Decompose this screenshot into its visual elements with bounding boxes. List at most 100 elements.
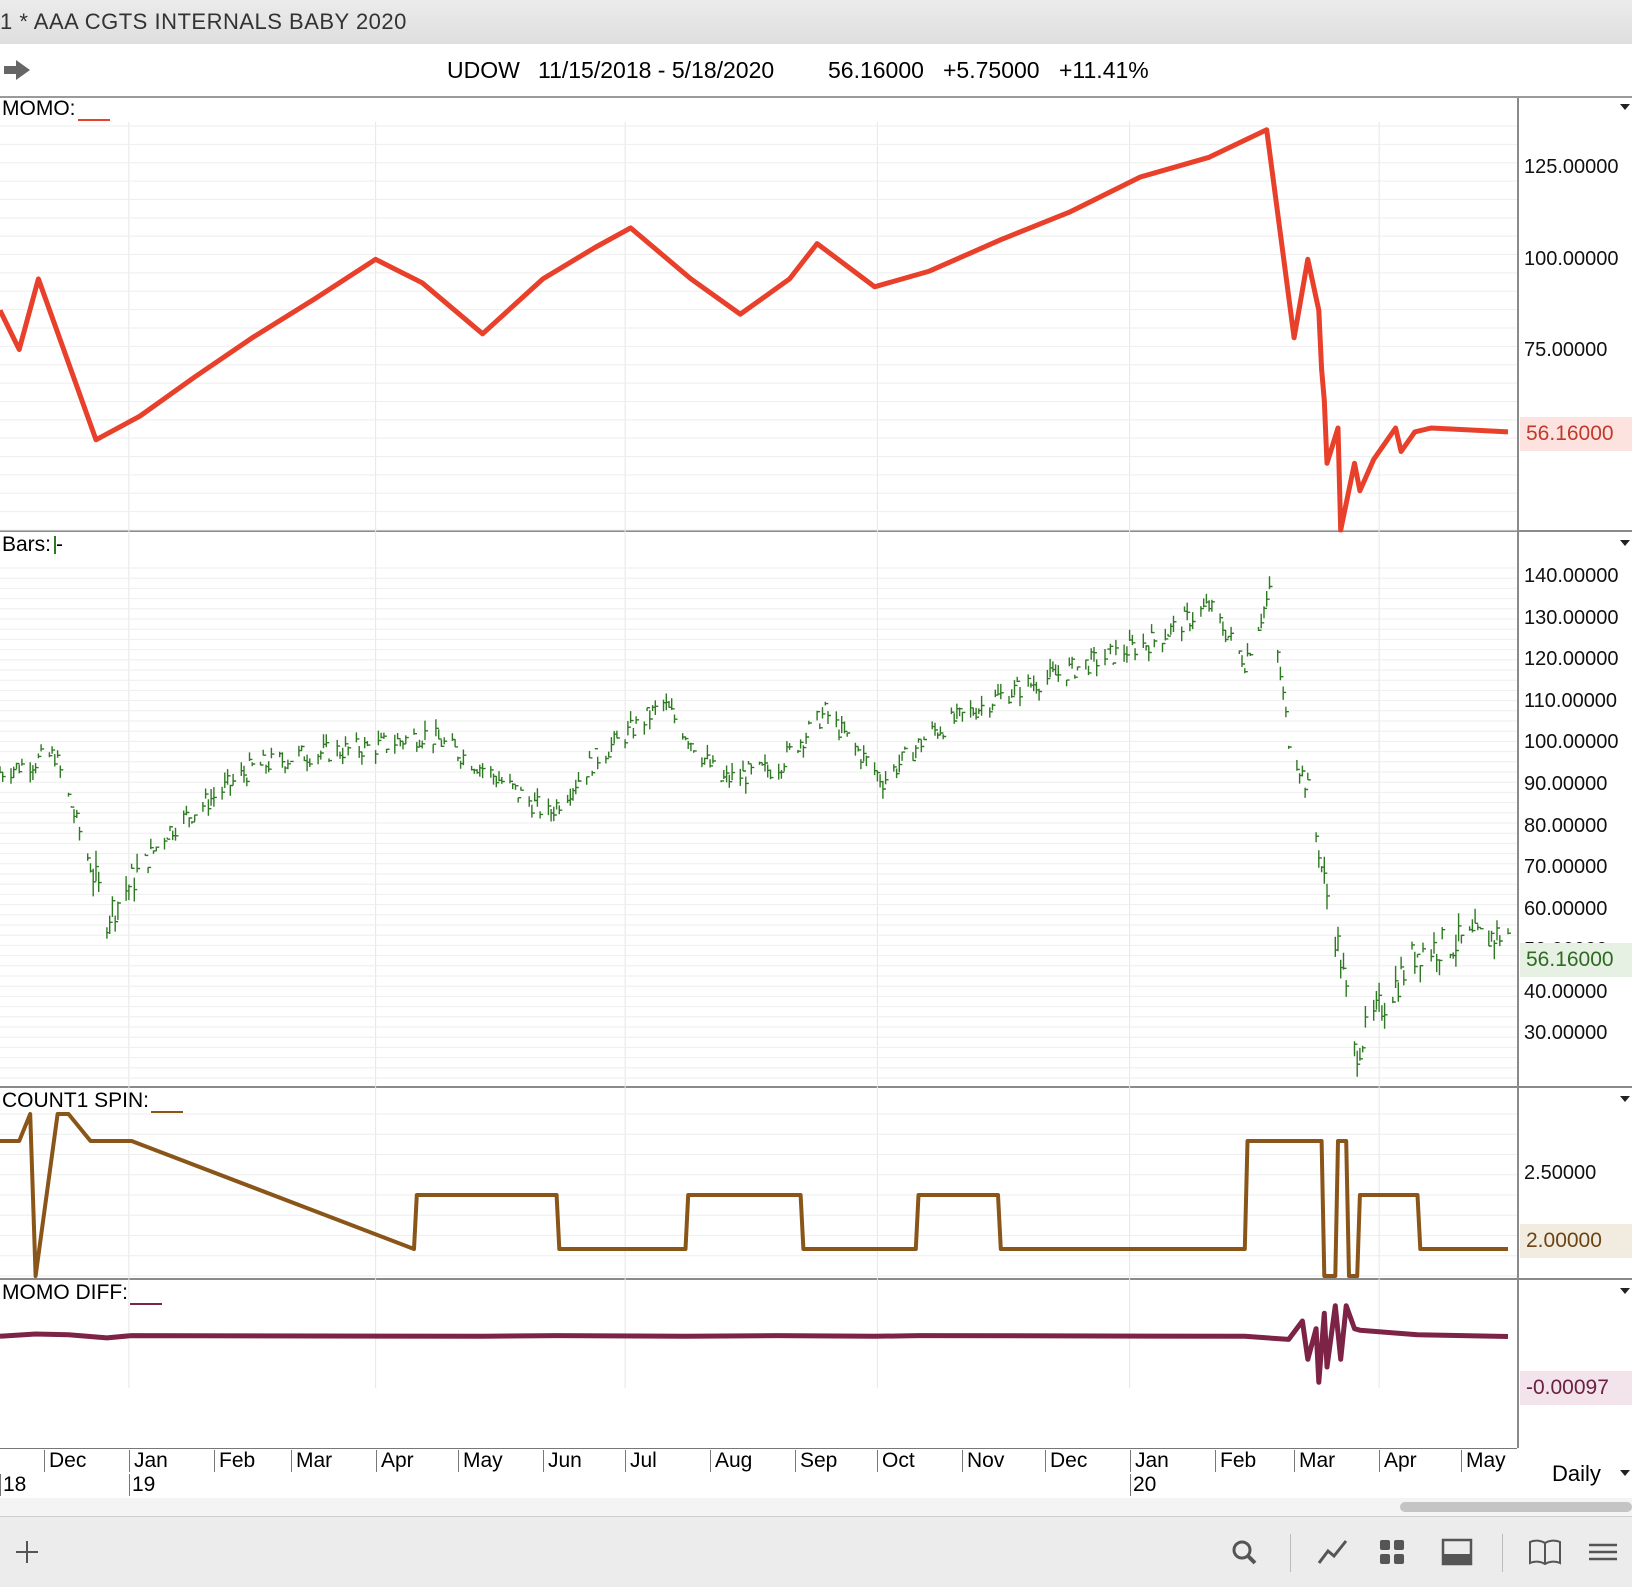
price-bar	[3, 772, 6, 782]
price-change: +5.75000	[943, 57, 1040, 84]
price-bar	[247, 778, 250, 787]
price-bar	[1338, 927, 1341, 951]
bars-axis-tick: 70.00000	[1524, 856, 1607, 879]
price-bar	[518, 798, 521, 803]
price-bar	[817, 711, 820, 721]
price-bar	[636, 716, 639, 724]
momo-panel-menu-icon[interactable]	[1620, 104, 1630, 110]
momodiff-panel-menu-icon[interactable]	[1620, 1288, 1630, 1294]
chart-area[interactable]	[0, 98, 1517, 1448]
price-bar	[751, 764, 754, 774]
price-bar	[483, 763, 486, 778]
price-bar	[672, 698, 675, 710]
price-bar	[310, 758, 313, 767]
price-bar	[1132, 635, 1135, 645]
search-icon[interactable]	[1228, 1537, 1262, 1567]
price-bar	[1324, 857, 1327, 884]
price-bar	[1289, 746, 1292, 749]
price-bar	[1152, 624, 1155, 633]
price-bar	[326, 734, 329, 747]
price-bar	[1319, 850, 1322, 867]
price-bar	[1201, 606, 1204, 617]
price-bar	[781, 770, 784, 779]
price-bar	[1193, 612, 1196, 629]
month-label: Feb	[214, 1450, 255, 1472]
plus-icon[interactable]	[10, 1537, 44, 1567]
momo-last-value-tag: 56.16000	[1520, 417, 1632, 451]
price-bar	[1481, 928, 1484, 930]
month-label: Dec	[1045, 1450, 1087, 1472]
price-bar	[1494, 940, 1497, 959]
price-bar	[444, 737, 447, 744]
month-label: Nov	[962, 1450, 1004, 1472]
price-bar	[828, 711, 831, 724]
price-bar	[348, 746, 351, 755]
horizontal-scrollbar[interactable]	[0, 1498, 1632, 1516]
price-bar	[99, 872, 102, 892]
price-bar	[820, 723, 823, 729]
scrollbar-thumb[interactable]	[1400, 1502, 1632, 1512]
price-bar	[609, 752, 612, 758]
price-bar	[1242, 655, 1245, 667]
price-bar	[905, 747, 908, 750]
bars-axis-tick: 80.00000	[1524, 815, 1607, 838]
price-bar	[845, 722, 848, 734]
price-bar	[1245, 668, 1248, 673]
bars-axis-tick: 130.00000	[1524, 607, 1619, 630]
price-bar	[1327, 884, 1330, 910]
price-bar	[1365, 1006, 1368, 1028]
price-bar	[1212, 600, 1215, 612]
bars-panel-menu-icon[interactable]	[1620, 540, 1630, 546]
price-bar	[806, 733, 809, 744]
price-bar	[1072, 657, 1075, 669]
price-bar	[1113, 663, 1116, 665]
line-chart-icon[interactable]	[1316, 1537, 1350, 1567]
book-icon[interactable]	[1528, 1537, 1562, 1567]
panel-icon[interactable]	[1440, 1537, 1474, 1567]
grid-icon[interactable]	[1375, 1537, 1409, 1567]
price-bar	[1110, 644, 1113, 655]
price-bar	[1116, 640, 1119, 655]
period-dropdown-icon[interactable]	[1620, 1470, 1630, 1476]
month-label: Jan	[1130, 1450, 1169, 1472]
symbol-name: UDOW	[447, 57, 520, 84]
price-bar	[195, 815, 198, 822]
period-selector[interactable]: Daily	[1552, 1461, 1601, 1487]
price-bar	[1283, 687, 1286, 700]
price-bar	[176, 828, 179, 841]
price-bar	[784, 763, 787, 771]
price-bar	[540, 811, 543, 818]
bars-axis-tick: 100.00000	[1524, 731, 1619, 754]
price-bar	[1461, 935, 1464, 944]
price-bar	[694, 750, 697, 753]
price-bar	[1163, 643, 1166, 652]
menu-icon[interactable]	[1586, 1537, 1620, 1567]
month-label: Jul	[625, 1450, 657, 1472]
price-bar	[1154, 639, 1157, 647]
forward-arrow-icon[interactable]	[2, 58, 32, 82]
momo-axis-tick: 100.00000	[1524, 248, 1619, 271]
price-bar	[1278, 650, 1281, 663]
price-bar	[962, 712, 965, 722]
price-bar	[1492, 931, 1495, 942]
price-bar	[230, 785, 233, 796]
price-bar	[1020, 687, 1023, 706]
bars-axis-tick: 90.00000	[1524, 773, 1607, 796]
price-bar	[746, 777, 749, 794]
price-bar	[288, 760, 291, 770]
momo-axis-tick: 125.00000	[1524, 156, 1619, 179]
price-bar	[384, 733, 387, 739]
count1-panel-menu-icon[interactable]	[1620, 1096, 1630, 1102]
count1-last-value-tag: 2.00000	[1520, 1224, 1632, 1258]
price-bar	[1149, 646, 1152, 661]
price-bar	[1267, 591, 1270, 607]
price-bar	[866, 756, 869, 767]
price-bar	[156, 847, 159, 852]
price-bar	[1412, 942, 1415, 950]
month-label: May	[1461, 1450, 1506, 1472]
momodiff-series-line	[0, 1306, 1508, 1383]
month-label: Apr	[376, 1450, 414, 1472]
month-label: Apr	[1379, 1450, 1417, 1472]
price-bar	[686, 737, 689, 740]
price-bar	[1105, 649, 1108, 665]
